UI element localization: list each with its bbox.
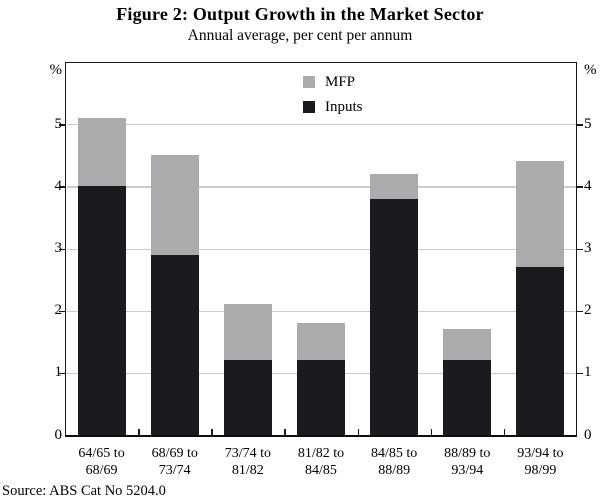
x-axis-label-6: 93/94 to 98/99 [517,446,564,478]
y-axis-label-right-0: 0 [584,426,592,443]
x-axis-label-4: 84/85 to 88/89 [371,446,418,478]
bar-mfp-3 [297,323,345,361]
y-axis-label-left-5: 5 [54,115,63,132]
y-tick-left-5 [59,124,65,126]
x-axis-label-0: 64/65 to 68/69 [78,446,125,478]
y-tick-left-2 [59,310,65,313]
bar-inputs-4 [370,198,419,435]
bar-inputs-2 [223,360,272,435]
legend-label-inputs: Inputs [325,98,363,115]
legend-row-inputs: Inputs [303,99,363,115]
x-boundary-tick-3 [284,429,286,436]
y-tick-left-1 [59,372,65,375]
bar-inputs-3 [297,360,345,435]
gridline-4 [66,186,576,188]
y-tick-right-2 [577,310,583,313]
legend-label-mfp: MFP [325,73,356,90]
x-axis-label-1: 68/69 to 73/74 [151,446,198,478]
chart-legend: MFP Inputs [303,74,363,124]
bar-mfp-6 [516,161,565,268]
gridline-3 [66,248,576,250]
bar-mfp-4 [370,173,419,199]
y-axis-label-left-3: 3 [54,240,63,256]
y-axis-label-right-2: 2 [584,302,592,319]
bar-mfp-2 [223,304,272,361]
gridline-5 [66,124,576,126]
bar-mfp-5 [443,329,492,361]
x-boundary-tick-5 [430,429,433,436]
y-axis-label-left-0: 0 [54,426,63,443]
y-tick-right-4 [577,186,583,188]
y-axis-unit-left: % [49,62,63,78]
x-axis-label-3: 81/82 to 84/85 [297,446,345,478]
y-axis-label-left-1: 1 [54,364,63,381]
y-axis-label-right-3: 3 [584,240,592,256]
y-tick-right-5 [577,124,583,126]
mfp-swatch-icon [303,76,315,88]
y-axis-label-right-1: 1 [584,364,592,381]
bar-inputs-1 [150,254,199,435]
y-axis-label-right-5: 5 [584,115,592,132]
bar-inputs-5 [443,360,492,435]
inputs-swatch-icon [303,101,315,113]
bar-inputs-6 [516,267,565,435]
plot-area [65,62,577,437]
bar-mfp-0 [77,117,126,187]
x-axis-label-2: 73/74 to 81/82 [224,446,271,478]
x-boundary-tick-1 [138,429,140,436]
y-tick-left-4 [59,186,65,188]
y-axis-label-right-4: 4 [584,177,592,194]
y-tick-right-3 [577,248,583,250]
x-boundary-tick-2 [211,429,213,436]
x-axis-label-5: 88/89 to 93/94 [444,446,491,478]
y-axis-label-left-2: 2 [54,302,63,319]
x-boundary-tick-6 [503,429,506,436]
chart-title: Figure 2: Output Growth in the Market Se… [116,4,484,24]
bar-mfp-1 [150,155,199,255]
source-note: Source: ABS Cat No 5204.0 [2,483,166,499]
y-axis-label-left-4: 4 [54,177,63,194]
gridline-2 [66,310,576,312]
bar-inputs-0 [77,186,126,435]
x-boundary-tick-4 [357,429,360,436]
y-tick-left-3 [59,248,65,250]
chart-subtitle: Annual average, per cent per annum [187,27,413,44]
y-axis-unit-right: % [584,62,597,78]
y-tick-right-1 [577,372,583,375]
legend-row-mfp: MFP [303,74,363,90]
